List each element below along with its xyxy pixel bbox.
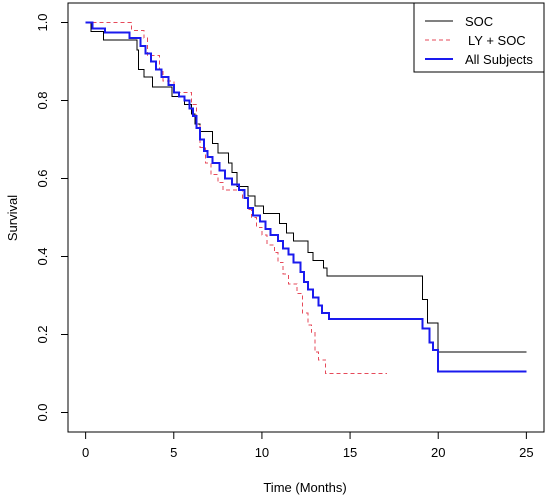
y-tick-label-4: 0.8	[35, 91, 50, 109]
x-axis-label: Time (Months)	[263, 480, 346, 495]
y-tick-label-0: 0.0	[35, 403, 50, 421]
x-axis: 0 5 10 15 20 25	[82, 432, 534, 460]
x-tick-label-20: 20	[431, 445, 445, 460]
legend: SOC LY + SOC All Subjects	[413, 2, 545, 73]
y-tick-label-3: 0.6	[35, 169, 50, 187]
legend-box	[413, 2, 545, 73]
series-line-soc	[85, 22, 527, 353]
legend-label-all-subjects: All Subjects	[465, 52, 533, 67]
series-layer	[85, 21, 527, 374]
y-tick-label-5: 1.0	[35, 13, 50, 31]
y-axis: 0.0 0.2 0.4 0.6 0.8 1.0	[35, 13, 68, 422]
series-line-all-subjects	[85, 21, 527, 373]
x-tick-label-10: 10	[255, 445, 269, 460]
series-line-ly-soc	[85, 22, 388, 374]
x-tick-label-15: 15	[343, 445, 357, 460]
y-tick-label-1: 0.2	[35, 325, 50, 343]
legend-label-soc: SOC	[465, 14, 493, 29]
y-tick-label-2: 0.4	[35, 247, 50, 265]
y-axis-label: Survival	[5, 195, 20, 241]
x-tick-label-0: 0	[82, 445, 89, 460]
legend-label-ly-soc: LY + SOC	[468, 33, 526, 48]
x-tick-label-5: 5	[170, 445, 177, 460]
plot-frame	[67, 2, 545, 433]
x-tick-label-25: 25	[519, 445, 533, 460]
